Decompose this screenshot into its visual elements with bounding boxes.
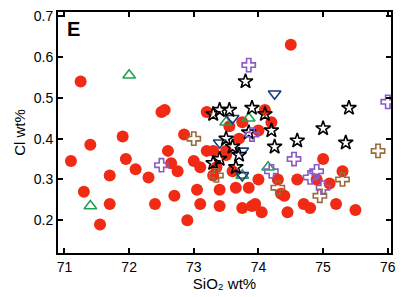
svg-text:75: 75 xyxy=(315,259,331,275)
svg-text:0.4: 0.4 xyxy=(34,131,54,147)
svg-text:Cl wt%: Cl wt% xyxy=(11,109,28,156)
svg-text:E: E xyxy=(67,18,80,40)
svg-text:SiO₂ wt%: SiO₂ wt% xyxy=(193,275,256,292)
svg-text:72: 72 xyxy=(121,259,137,275)
svg-text:73: 73 xyxy=(186,259,202,275)
svg-text:76: 76 xyxy=(380,259,396,275)
svg-text:0.3: 0.3 xyxy=(34,171,54,187)
svg-text:0.7: 0.7 xyxy=(34,8,54,24)
svg-text:74: 74 xyxy=(251,259,267,275)
svg-text:0.6: 0.6 xyxy=(34,49,54,65)
svg-text:0.5: 0.5 xyxy=(34,90,54,106)
svg-text:0.2: 0.2 xyxy=(34,212,54,228)
svg-text:71: 71 xyxy=(57,259,73,275)
